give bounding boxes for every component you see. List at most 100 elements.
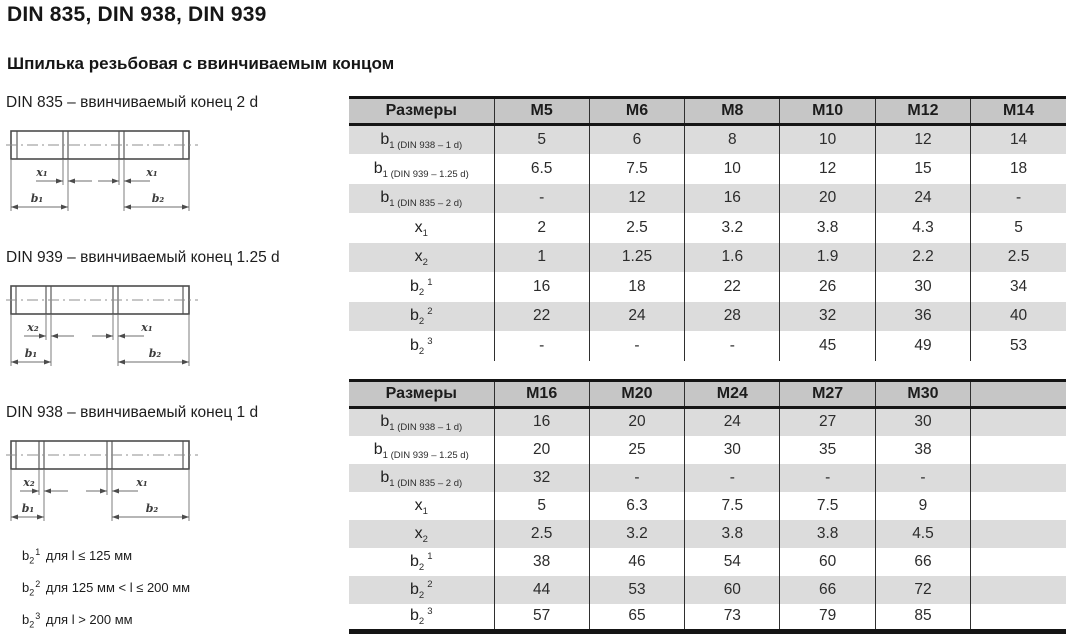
table-row: b1 (DIN 835 – 2 d) 32- - - -: [349, 463, 1066, 492]
value-cell: 4.5: [874, 519, 971, 548]
row-label-base: b: [380, 131, 390, 148]
dim-label-x-right: x₁: [140, 321, 152, 334]
value-cell: 12: [588, 183, 685, 213]
value-cell: 57: [493, 603, 590, 632]
value-cell: 18: [970, 154, 1066, 184]
stud-body: [6, 130, 198, 160]
dim-label-x-left: x₁: [35, 166, 47, 179]
column-header: M14: [970, 97, 1066, 126]
column-header: M16: [493, 380, 590, 409]
value-cell: 45: [779, 331, 876, 361]
value-cell: -: [874, 463, 971, 492]
value-cell: [970, 463, 1066, 492]
value-cell: 3.8: [684, 519, 780, 548]
value-cell: [970, 407, 1066, 436]
table-row: b1 (DIN 938 – 1 d) 16 20 24 27 30: [349, 407, 1066, 436]
value-cell: 66: [874, 547, 971, 576]
value-cell: 85: [874, 603, 971, 632]
dim-label-b1: b₁: [31, 192, 44, 205]
row-label-base: b: [380, 468, 390, 486]
value-cell: 7.5: [779, 491, 876, 520]
table-row: b22 44 53 60 66 72: [349, 575, 1066, 604]
footnote: b21 для l ≤ 125 мм: [22, 546, 133, 566]
value-cell: 38: [493, 547, 590, 576]
table-row: b1 (DIN 938 – 1 d) 5 6 8 10 12 14: [349, 124, 1066, 154]
value-cell: 6.5: [493, 154, 590, 184]
value-cell: 10: [779, 124, 876, 154]
stud-drawing-din-939-icon: x₂ x₁ b₁ b₂: [6, 285, 198, 366]
value-cell: 20: [779, 183, 876, 213]
value-cell: -: [493, 331, 590, 361]
row-label-base: x: [414, 248, 423, 266]
row-label: b21: [410, 551, 433, 573]
column-header: [970, 380, 1066, 409]
value-cell: 30: [874, 272, 971, 302]
value-cell: 9: [874, 491, 971, 520]
table-row: b22 22 24 28 32 36 40: [349, 301, 1066, 331]
row-label: b1 (DIN 939 – 1.25 d): [373, 159, 469, 180]
value-cell: 22: [493, 301, 590, 331]
diagram-caption: DIN 938 – ввинчиваемый конец 1 d: [6, 404, 259, 421]
dimension-lines: [10, 314, 190, 366]
value-cell: 16: [493, 272, 590, 302]
table-row: b1 (DIN 939 – 1.25 d) 6.5 7.5 10 12 15 18: [349, 154, 1066, 184]
footnotes: b21 для l ≤ 125 мм b22 для 125 мм < l ≤ 2…: [22, 546, 190, 644]
dim-label-x-right: x₁: [145, 166, 157, 179]
dimensions-table-m5-m14: Размеры M5 M6 M8 M10 M12 M14 b1 (DIN 938 – 1 d…: [349, 96, 1066, 361]
value-cell: 1.9: [779, 242, 876, 272]
value-cell: 7.5: [588, 154, 685, 184]
value-cell: 2.5: [588, 213, 685, 243]
table-row: b1 (DIN 835 – 2 d) -12 16 20 24-: [349, 183, 1066, 213]
dim-label-b1: b₁: [25, 347, 38, 360]
value-cell: -: [684, 331, 780, 361]
row-label: b21: [410, 276, 433, 298]
column-header: M20: [588, 380, 685, 409]
value-cell: 73: [684, 603, 780, 632]
diagram-din-938: DIN 938 – ввинчиваемый конец 1 d: [6, 404, 346, 534]
value-cell: [970, 603, 1066, 632]
value-cell: 1.25: [588, 242, 685, 272]
row-label-base: b: [410, 336, 419, 354]
value-cell: 16: [684, 183, 780, 213]
table-row: b21 16 18 22 26 30 34: [349, 272, 1066, 302]
row-label: x2: [349, 242, 494, 272]
value-cell: 35: [779, 435, 876, 464]
table-row: b23 57 65 73 79 85: [349, 603, 1066, 632]
value-cell: 3.8: [779, 213, 876, 243]
value-cell: 14: [970, 124, 1066, 154]
value-cell: 3.2: [684, 213, 780, 243]
row-label: b22: [349, 575, 494, 604]
row-label-base: x: [414, 218, 423, 236]
value-cell: 20: [588, 407, 685, 436]
row-label-base: b: [373, 440, 383, 458]
value-cell: -: [970, 183, 1066, 213]
value-cell: 3.8: [779, 519, 876, 548]
value-cell: 24: [684, 407, 780, 436]
table-row: b23- - -45 49 53: [349, 331, 1066, 361]
row-label: b23: [410, 335, 433, 357]
row-label: x1: [414, 218, 428, 239]
row-label-base: b: [410, 580, 419, 598]
value-cell: [970, 435, 1066, 464]
value-cell: 72: [874, 575, 971, 604]
column-header: M24: [684, 380, 780, 409]
value-cell: 25: [588, 435, 685, 464]
dimension-lines: [10, 469, 190, 521]
value-cell: 24: [874, 183, 971, 213]
diagram-din-835: DIN 835 – ввинчиваемый конец 2 d: [6, 94, 346, 224]
stud-drawing-din-835-icon: x₁ x₁ b₁ b₂: [6, 130, 198, 211]
row-label: x2: [349, 519, 494, 548]
column-header: M30: [874, 380, 971, 409]
value-cell: 6: [588, 124, 685, 154]
value-cell: 66: [779, 575, 876, 604]
value-cell: 60: [779, 547, 876, 576]
value-cell: 1.6: [684, 242, 780, 272]
row-label-base: b: [380, 413, 390, 431]
table-row: b1 (DIN 939 – 1.25 d) 20 25 30 35 38: [349, 435, 1066, 464]
dim-label-x-left: x₂: [22, 476, 35, 489]
row-label-base: b: [373, 159, 383, 177]
footnote: b23 для l > 200 мм: [22, 610, 133, 630]
row-label: x1: [414, 496, 428, 517]
value-cell: 28: [684, 301, 780, 331]
value-cell: 30: [874, 407, 971, 436]
